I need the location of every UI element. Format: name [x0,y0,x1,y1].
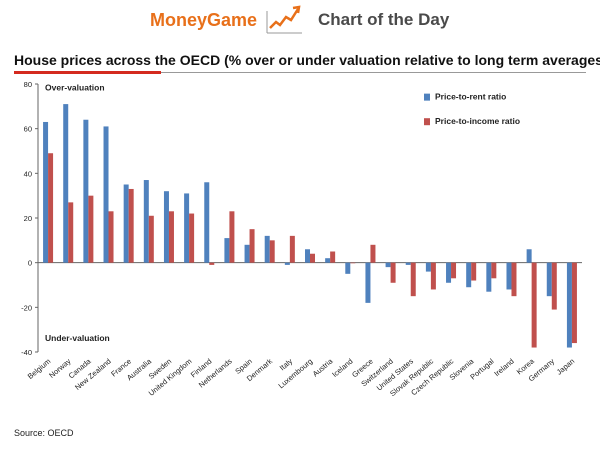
bar-price-to-income-ratio [148,215,154,263]
bar-price-to-rent-ratio [284,262,290,265]
bar-price-to-rent-ratio [466,262,472,288]
bar-price-to-income-ratio [330,251,336,263]
category-label: Japan [555,357,576,377]
bars-group [43,104,577,348]
chart-of-the-day-caption: Chart of the Day [318,10,450,29]
bar-price-to-rent-ratio [486,262,492,292]
y-tick-label: -20 [21,303,32,312]
y-tick-group: -40 -20 0 20 40 60 80 [21,80,38,357]
moneygame-logo: MoneyGame [150,10,258,30]
bar-price-to-rent-ratio [305,249,310,263]
bar-price-to-income-ratio [430,262,436,290]
bar-price-to-income-ratio [370,244,376,263]
banner-header: MoneyGame Chart of the Day [0,0,600,40]
title-accent-rule [14,71,161,74]
y-tick-label: 40 [24,169,32,178]
category-label: Belgium [26,357,53,381]
bar-price-to-income-ratio [128,188,134,263]
bar-price-to-income-ratio [249,229,255,263]
bar-price-to-rent-ratio [546,262,552,297]
bar-price-to-rent-ratio [385,262,391,268]
legend-swatch-price-to-rent [424,93,430,101]
y-tick-label: 20 [24,214,32,223]
bar-price-to-rent-ratio [143,180,149,263]
over-valuation-label: Over-valuation [45,83,105,93]
bar-price-to-income-ratio [531,262,537,348]
legend-swatch-price-to-income [424,118,430,126]
bar-price-to-rent-ratio [446,262,452,283]
bar-price-to-rent-ratio [184,193,190,263]
bar-price-to-rent-ratio [43,121,49,263]
bar-price-to-rent-ratio [425,262,431,272]
bar-price-to-rent-ratio [163,191,169,263]
category-label: Austria [311,356,335,378]
bar-price-to-income-ratio [491,262,497,279]
bar-price-to-income-ratio [68,202,74,263]
bar-price-to-rent-ratio [123,184,129,263]
bar-price-to-income-ratio [350,262,356,264]
bar-price-to-rent-ratio [264,235,270,263]
bar-price-to-rent-ratio [526,249,532,263]
bar-price-to-income-ratio [571,262,577,344]
bar-price-to-income-ratio [390,262,396,283]
bar-price-to-income-ratio [451,262,457,279]
y-tick-label: 0 [28,259,32,268]
category-label: Ireland [492,357,515,379]
bar-price-to-rent-ratio [365,262,371,303]
bar-price-to-income-ratio [189,213,195,263]
bar-price-to-rent-ratio [224,238,230,263]
bar-price-to-income-ratio [229,211,235,263]
y-tick-label: 60 [24,125,32,134]
bar-price-to-income-ratio [289,235,295,263]
bar-price-to-income-ratio [471,262,477,281]
bar-price-to-income-ratio [551,262,557,310]
category-label: Iceland [330,357,354,379]
bar-price-to-rent-ratio [83,119,89,263]
bar-price-to-rent-ratio [506,262,512,290]
bar-price-to-income-ratio [209,262,215,265]
bar-price-to-rent-ratio [345,262,351,274]
chart-title: House prices across the OECD (% over or … [14,52,600,68]
under-valuation-label: Under-valuation [45,333,110,343]
y-tick-label: 80 [24,80,32,89]
bar-price-to-income-ratio [269,240,275,263]
legend-label-price-to-income: Price-to-income ratio [435,116,520,126]
bar-price-to-income-ratio [108,211,114,263]
bar-price-to-income-ratio [511,262,517,297]
bar-price-to-income-ratio [48,153,54,263]
bar-price-to-rent-ratio [244,244,250,263]
legend-label-price-to-rent: Price-to-rent ratio [435,92,506,102]
bar-price-to-rent-ratio [325,258,331,263]
y-tick-label: -40 [21,348,32,357]
rising-chart-icon [266,5,302,34]
bar-price-to-income-ratio [410,262,416,297]
source-note: Source: OECD [14,428,74,438]
bar-price-to-rent-ratio [405,262,411,265]
legend: Price-to-rent ratio Price-to-income rati… [424,92,520,126]
bar-price-to-rent-ratio [566,262,572,348]
bar-price-to-income-ratio [310,253,315,263]
bar-price-to-income-ratio [168,211,174,263]
bar-price-to-rent-ratio [63,104,69,263]
bar-price-to-rent-ratio [204,182,210,263]
title-divider [161,72,586,73]
bar-price-to-income-ratio [88,195,94,263]
bar-price-to-rent-ratio [103,126,109,263]
